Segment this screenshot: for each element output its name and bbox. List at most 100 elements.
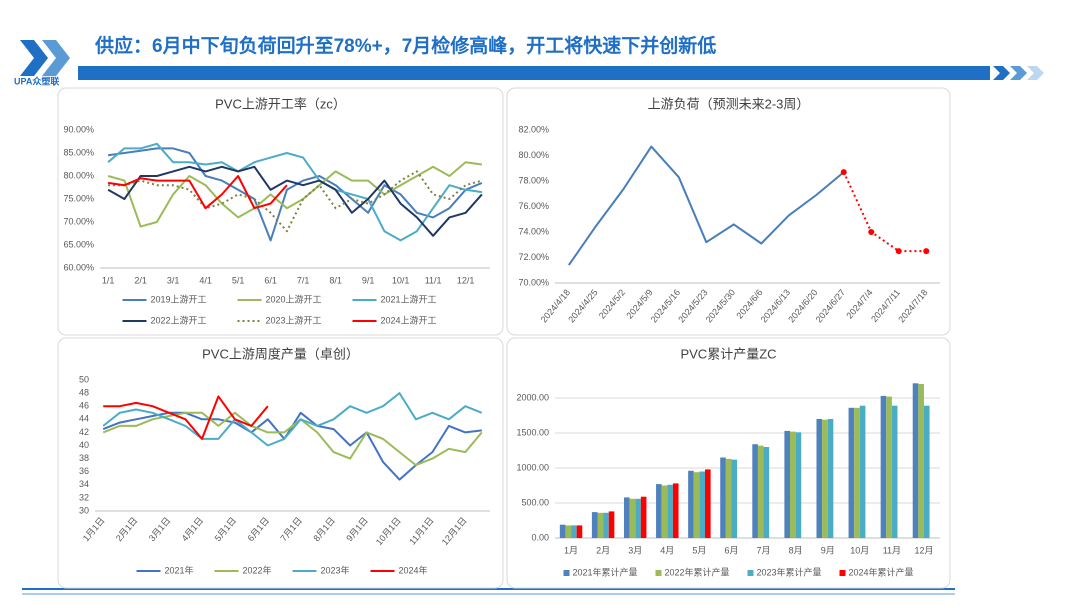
bar [720, 457, 726, 538]
y-tick-label: 38 [79, 453, 89, 463]
y-tick-label: 500.00 [521, 497, 549, 507]
x-tick-label: 11/1 [425, 275, 442, 285]
bar [725, 458, 732, 538]
y-tick-label: 44 [79, 414, 89, 424]
bar [784, 430, 791, 538]
bar [880, 395, 887, 538]
legend-label: 2022年 [243, 564, 272, 575]
legend-swatch [839, 570, 846, 576]
legend-swatch [655, 570, 662, 576]
legend-label: 2023年累计产量 [757, 566, 822, 577]
series-line [107, 142, 483, 242]
chevron [1027, 66, 1044, 80]
bar [635, 498, 641, 538]
bar [912, 383, 919, 538]
bar [795, 432, 802, 538]
y-tick-label: 82.00% [518, 124, 549, 134]
bar [827, 419, 834, 538]
bar [854, 407, 860, 538]
y-tick-label: 34 [79, 479, 89, 489]
bar [667, 484, 673, 538]
logo [20, 40, 70, 76]
bar [576, 525, 583, 538]
x-tick-label: 8/1 [329, 275, 342, 285]
y-tick-label: 46 [79, 401, 89, 411]
y-tick-label: 48 [79, 387, 89, 397]
bar [571, 525, 577, 538]
x-tick-label: 7月 [757, 545, 771, 555]
x-tick-label: 10月 [850, 545, 869, 555]
y-tick-label: 80.00% [63, 170, 94, 180]
legend-label: 2024年累计产量 [849, 566, 914, 577]
legend-label: 2024上游开工 [381, 314, 437, 325]
slide-title: 供应：6月中下旬负荷回升至78%+，7月检修高峰，开工将快速下并创新低 [94, 34, 716, 57]
x-tick-label: 4月 [660, 545, 674, 555]
chart-title: PVC累计产量ZC [680, 346, 776, 361]
series-line [107, 175, 288, 210]
x-tick-label: 5月 [692, 545, 706, 555]
y-tick-label: 75.00% [63, 193, 94, 203]
y-tick-label: 1500.00 [516, 427, 549, 437]
y-tick-label: 50 [79, 374, 89, 384]
series-line [107, 165, 483, 237]
y-tick-label: 74.00% [518, 226, 549, 236]
bar [822, 419, 828, 538]
bar [559, 524, 566, 538]
bar [731, 459, 738, 538]
legend-swatch [563, 570, 570, 576]
y-tick-label: 32 [79, 492, 89, 502]
bar [891, 405, 898, 538]
y-tick-label: 70.00% [63, 216, 94, 226]
series-line [103, 395, 269, 440]
x-tick-label: 3/1 [167, 275, 180, 285]
legend-swatch [747, 570, 754, 576]
series-line [107, 161, 483, 228]
legend-label: 2019上游开工 [151, 293, 207, 304]
legend-label: 2021上游开工 [381, 293, 437, 304]
y-tick-label: 70.00% [518, 277, 549, 287]
bar [757, 445, 764, 538]
y-tick-label: 42 [79, 427, 89, 437]
bar [693, 472, 700, 538]
legend-label: 2022上游开工 [151, 314, 207, 325]
bar [591, 512, 598, 538]
legend-label: 2023上游开工 [266, 314, 322, 325]
x-tick-label: 9/1 [362, 275, 375, 285]
y-tick-label: 85.00% [63, 147, 94, 157]
x-tick-label: 2月 [596, 545, 610, 555]
x-tick-label: 1月 [564, 545, 578, 555]
bar [763, 447, 770, 538]
y-tick-label: 0.00 [531, 532, 549, 542]
legend-label: 2022年累计产量 [665, 566, 730, 577]
bar [859, 405, 866, 538]
legend-label: 2021年 [165, 564, 194, 575]
y-tick-label: 65.00% [63, 239, 94, 249]
bar [923, 405, 930, 538]
series-marker [868, 229, 875, 235]
x-tick-label: 12/1 [457, 275, 475, 285]
bar [704, 469, 711, 538]
bar [816, 419, 823, 538]
bar [629, 498, 636, 538]
y-tick-label: 78.00% [518, 175, 549, 185]
x-tick-label: 3月 [628, 545, 642, 555]
y-tick-label: 72.00% [518, 252, 549, 262]
x-tick-label: 6/1 [264, 275, 277, 285]
bar [661, 485, 668, 538]
legend-label: 2021年累计产量 [573, 566, 638, 577]
series-line [567, 145, 845, 266]
y-tick-label: 40 [79, 440, 89, 450]
x-tick-label: 12月 [914, 545, 933, 555]
bar [608, 511, 615, 538]
bar [565, 525, 572, 538]
bar [918, 384, 924, 538]
y-tick-label: 1000.00 [516, 462, 549, 472]
x-tick-label: 10/1 [392, 275, 410, 285]
chart-title: PVC上游开工率（zc） [215, 96, 346, 111]
y-tick-label: 90.00% [63, 124, 94, 134]
bar [656, 484, 662, 538]
legend-label: 2024年 [399, 564, 428, 575]
bar [597, 512, 604, 538]
chart-panel [57, 337, 504, 589]
